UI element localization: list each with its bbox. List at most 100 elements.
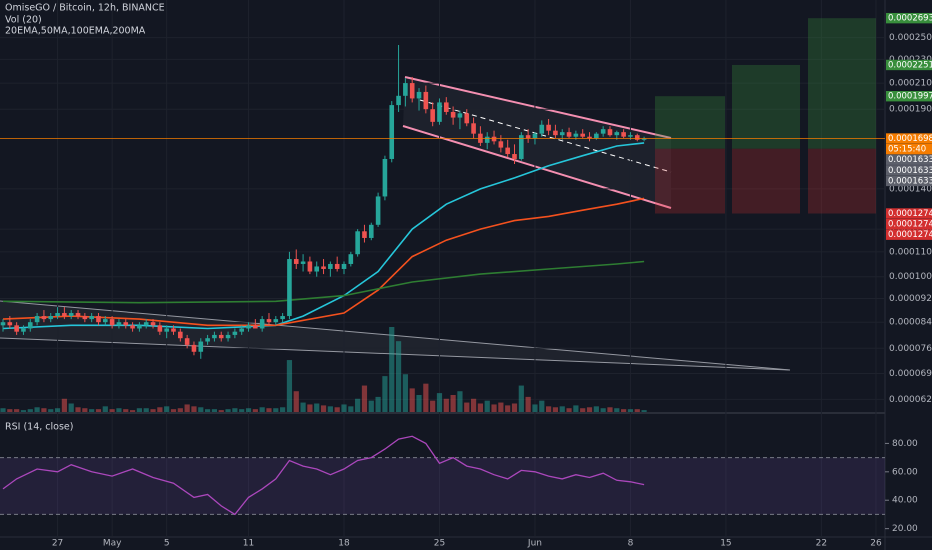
x-tick-label: 25 (434, 539, 445, 549)
volume-bar (409, 388, 415, 412)
candle-body (137, 325, 142, 329)
volume-bar (82, 408, 88, 412)
volume-bar (184, 404, 190, 412)
candle-body (178, 331, 183, 339)
volume-bar (232, 408, 238, 412)
trend-line (0, 337, 791, 371)
volume-bar (102, 406, 108, 412)
volume-bar (573, 405, 579, 412)
volume-bar (143, 408, 149, 412)
volume-bar (205, 409, 211, 412)
volume-bar (477, 403, 483, 412)
volume-bar (245, 408, 252, 412)
candle-body (34, 316, 40, 323)
volume-bar (177, 408, 183, 412)
channel-fill (403, 77, 671, 208)
volume-bar (164, 406, 170, 412)
volume-bar (198, 407, 204, 412)
volume-bar (239, 409, 245, 412)
price-label: 0.0001274 (888, 209, 932, 219)
price-label: 0.0001633 (888, 176, 932, 186)
volume-bar (75, 407, 81, 412)
volume-bar (348, 406, 354, 412)
volume-bar (627, 409, 634, 412)
price-label: 0.0001274 (888, 220, 932, 230)
volume-label: Vol (20) (5, 15, 42, 26)
candle-body (457, 113, 463, 118)
volume-bar (0, 408, 6, 412)
volume-bar (48, 409, 54, 412)
candle-body (239, 328, 244, 332)
candle-body (505, 147, 510, 155)
candle-body (191, 344, 197, 352)
candle-body (7, 322, 13, 326)
candle-body (68, 313, 74, 317)
volume-bar (211, 409, 218, 412)
candle-body (218, 334, 224, 339)
volume-bar (600, 408, 606, 412)
x-tick-label: 8 (628, 539, 634, 549)
volume-bar (532, 404, 538, 412)
volume-bar (355, 398, 361, 412)
price-label: 0.0002693 (888, 14, 932, 24)
volume-bar (286, 360, 293, 412)
candle-body (484, 136, 490, 143)
volume-bar (95, 409, 102, 412)
candle-body (553, 130, 558, 136)
volume-bar (27, 409, 33, 412)
volume-bar (307, 404, 313, 412)
candle-body (103, 319, 108, 323)
volume-bar (443, 398, 449, 412)
position-stop (732, 148, 800, 214)
x-tick-label: 22 (816, 539, 827, 549)
volume-bar (314, 403, 320, 412)
volume-bar (191, 406, 197, 412)
candle-body (328, 263, 333, 269)
volume-bar (423, 383, 429, 412)
candle-body (280, 316, 285, 320)
candle-body (116, 322, 122, 326)
price-label: 0.0001633 (888, 166, 932, 176)
candle-body (164, 328, 169, 332)
candle-body (423, 91, 429, 110)
candle-body (368, 224, 374, 238)
price-label-box (886, 229, 932, 240)
volume-bar (327, 406, 333, 412)
candle-body (375, 196, 381, 225)
candle-body (628, 135, 633, 137)
volume-bar (416, 395, 422, 412)
moving-average (2, 197, 645, 327)
candle-body (314, 266, 320, 272)
price-label-box (886, 143, 932, 155)
price-label: 05:15:40 (888, 145, 926, 155)
volume-bar (436, 393, 443, 412)
candle-body (321, 266, 326, 269)
volume-bar (389, 327, 395, 412)
candle-body (225, 334, 231, 339)
candle-body (198, 341, 204, 352)
candle-body (641, 138, 647, 140)
candle-body (621, 132, 626, 137)
volume-bar (20, 410, 27, 412)
rsi-tick-label: 20.00 (892, 524, 918, 534)
volume-bar (54, 408, 61, 412)
chart-title: OmiseGO / Bitcoin, 12h, BINANCE (5, 3, 165, 14)
candle-body (607, 129, 613, 136)
candle-body (525, 135, 531, 139)
candle-body (334, 263, 340, 269)
volume-bar (559, 406, 565, 412)
volume-bar (402, 374, 408, 412)
candle-body (444, 102, 449, 112)
volume-bar (129, 410, 136, 412)
rsi-tick-label: 60.00 (892, 467, 918, 477)
price-label-box (886, 59, 932, 71)
price-label-box (886, 165, 932, 176)
x-tick-label: 15 (720, 539, 731, 549)
